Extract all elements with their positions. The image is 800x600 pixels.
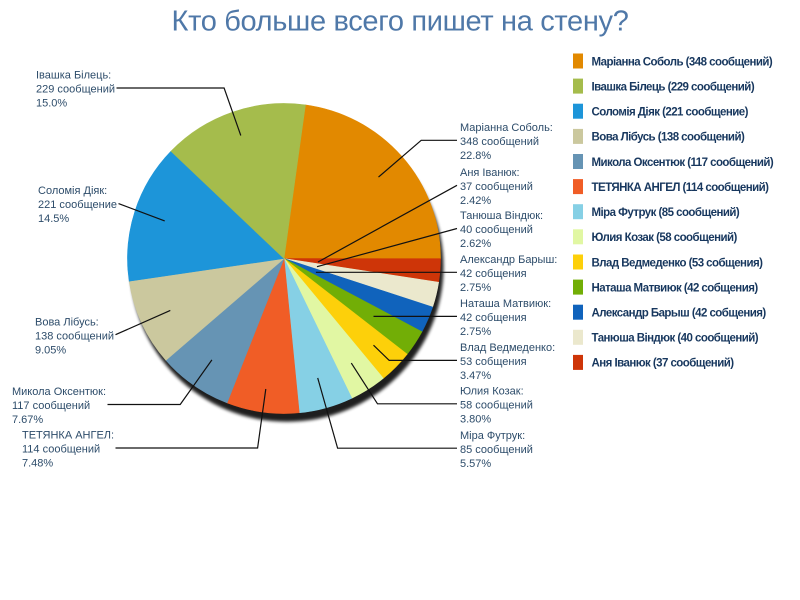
svg-text:Микола Оксентюк:: Микола Оксентюк: bbox=[12, 386, 106, 398]
svg-text:58 сообщений: 58 сообщений bbox=[460, 399, 533, 411]
svg-text:Влад Ведмеденко (53 собщения): Влад Ведмеденко (53 собщения) bbox=[592, 257, 764, 269]
svg-text:229 сообщений: 229 сообщений bbox=[36, 84, 115, 96]
svg-text:Юлия Козак:: Юлия Козак: bbox=[460, 385, 524, 397]
svg-text:Влад Ведмеденко:: Влад Ведмеденко: bbox=[460, 342, 555, 354]
svg-text:114 сообщений: 114 сообщений bbox=[22, 444, 100, 456]
svg-text:5.57%: 5.57% bbox=[460, 458, 491, 470]
svg-text:Міра Футрук:: Міра Футрук: bbox=[460, 430, 525, 442]
svg-text:15.0%: 15.0% bbox=[36, 98, 67, 110]
svg-text:40 сообщений: 40 сообщений bbox=[460, 224, 533, 236]
svg-text:Міра Футрук (85 сообщений): Міра Футрук (85 сообщений) bbox=[592, 207, 740, 219]
svg-text:Аня Іванюк (37 сообщений): Аня Іванюк (37 сообщений) bbox=[592, 358, 735, 370]
svg-text:42 собщения: 42 собщения bbox=[460, 268, 527, 280]
svg-text:Івашка Білець:: Івашка Білець: bbox=[36, 70, 111, 82]
svg-text:221 сообщение: 221 сообщение bbox=[38, 199, 117, 211]
svg-text:22.8%: 22.8% bbox=[460, 150, 491, 162]
svg-text:3.47%: 3.47% bbox=[460, 370, 491, 382]
svg-text:Наташа Матвиюк:: Наташа Матвиюк: bbox=[460, 298, 551, 310]
svg-text:Наташа Матвиюк (42 собщения): Наташа Матвиюк (42 собщения) bbox=[592, 282, 759, 294]
svg-text:42 собщения: 42 собщения bbox=[460, 312, 527, 324]
svg-text:ТЕТЯНКА АНГЕЛ (114 сообщений): ТЕТЯНКА АНГЕЛ (114 сообщений) bbox=[592, 182, 770, 194]
svg-text:85 сообщений: 85 сообщений bbox=[460, 444, 533, 456]
svg-text:Александр Барыш:: Александр Барыш: bbox=[460, 254, 557, 266]
svg-text:Соломія Діяк (221 сообщение): Соломія Діяк (221 сообщение) bbox=[592, 107, 749, 119]
svg-text:2.42%: 2.42% bbox=[460, 195, 491, 207]
svg-text:Аня Іванюк:: Аня Іванюк: bbox=[460, 167, 520, 179]
svg-text:Танюша Віндюк (40 сообщений): Танюша Віндюк (40 сообщений) bbox=[592, 333, 759, 345]
svg-text:Кто больше всего пишет на стен: Кто больше всего пишет на стену? bbox=[172, 6, 629, 38]
svg-text:Івашка Білець (229 сообщений): Івашка Білець (229 сообщений) bbox=[592, 81, 755, 93]
svg-text:37 сообщений: 37 сообщений bbox=[460, 181, 533, 193]
svg-text:Вова Лібусь (138 сообщений): Вова Лібусь (138 сообщений) bbox=[592, 132, 745, 144]
svg-text:Юлия Козак (58 сообщений): Юлия Козак (58 сообщений) bbox=[592, 232, 738, 244]
svg-text:2.62%: 2.62% bbox=[460, 238, 491, 250]
svg-text:Соломія Діяк:: Соломія Діяк: bbox=[38, 185, 107, 197]
svg-text:138 сообщений: 138 сообщений bbox=[35, 330, 114, 342]
svg-text:14.5%: 14.5% bbox=[38, 213, 69, 225]
svg-text:Александр Барыш (42 собщения): Александр Барыш (42 собщения) bbox=[592, 308, 767, 320]
svg-text:9.05%: 9.05% bbox=[35, 344, 66, 356]
svg-text:3.80%: 3.80% bbox=[460, 413, 491, 425]
svg-text:Вова Лібусь:: Вова Лібусь: bbox=[35, 316, 99, 328]
svg-text:Танюша Віндюк:: Танюша Віндюк: bbox=[460, 210, 543, 222]
svg-text:Маріанна Соболь (348 сообщений: Маріанна Соболь (348 сообщений) bbox=[592, 56, 773, 68]
svg-text:2.75%: 2.75% bbox=[460, 282, 491, 294]
svg-text:117 сообщений: 117 сообщений bbox=[12, 400, 90, 412]
svg-text:53 собщения: 53 собщения bbox=[460, 356, 527, 368]
svg-text:Маріанна Соболь:: Маріанна Соболь: bbox=[460, 122, 553, 134]
svg-text:2.75%: 2.75% bbox=[460, 326, 491, 338]
svg-text:7.48%: 7.48% bbox=[22, 458, 53, 470]
svg-text:Микола Оксентюк (117 сообщений: Микола Оксентюк (117 сообщений) bbox=[592, 157, 774, 169]
svg-text:ТЕТЯНКА АНГЕЛ:: ТЕТЯНКА АНГЕЛ: bbox=[22, 430, 114, 442]
svg-text:348 сообщений: 348 сообщений bbox=[460, 136, 539, 148]
svg-text:7.67%: 7.67% bbox=[12, 414, 43, 426]
